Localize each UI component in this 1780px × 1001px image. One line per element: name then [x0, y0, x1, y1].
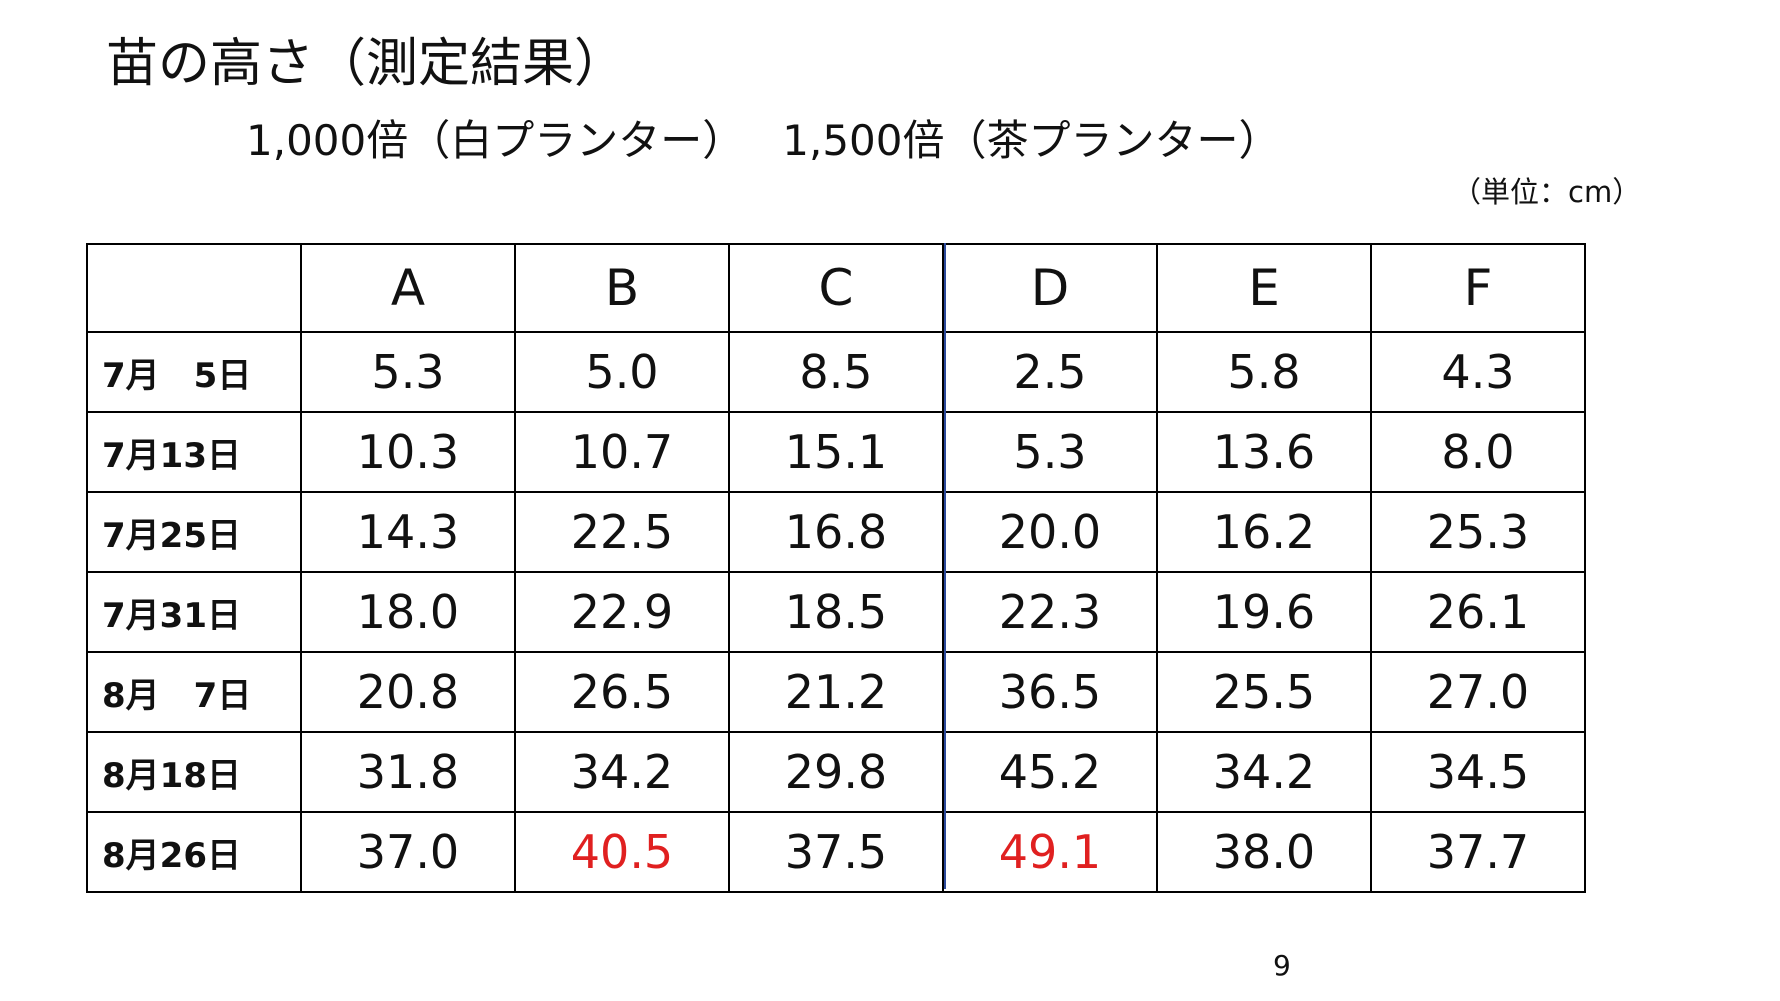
- height-value-cell: 18.5: [728, 571, 944, 653]
- height-value-cell: 49.1: [942, 811, 1158, 893]
- height-value-cell: 29.8: [728, 731, 944, 813]
- seedling-height-table: A B C D E F 7月 5日 5.3 5.0 8.5 2.5 5.8 4.3 7月13日…: [86, 243, 1586, 893]
- column-header-b: B: [514, 243, 730, 333]
- height-value-cell: 27.0: [1370, 651, 1586, 733]
- table-row: 7月 5日 5.3 5.0 8.5 2.5 5.8 4.3: [86, 331, 1586, 413]
- height-value-cell: 13.6: [1156, 411, 1372, 493]
- height-value-cell: 2.5: [942, 331, 1158, 413]
- height-value-cell: 16.8: [728, 491, 944, 573]
- table-row: 8月26日 37.0 40.5 37.5 49.1 38.0 37.7: [86, 811, 1586, 893]
- height-value-cell: 38.0: [1156, 811, 1372, 893]
- slide-title: 苗の高さ（測定結果）: [106, 34, 627, 94]
- height-value-cell: 26.1: [1370, 571, 1586, 653]
- height-value-cell: 10.7: [514, 411, 730, 493]
- height-value-cell: 4.3: [1370, 331, 1586, 413]
- height-value-cell: 5.3: [942, 411, 1158, 493]
- height-value-cell: 37.0: [300, 811, 516, 893]
- height-value-cell: 37.7: [1370, 811, 1586, 893]
- height-value-cell: 25.3: [1370, 491, 1586, 573]
- height-value-cell: 36.5: [942, 651, 1158, 733]
- height-value-cell: 40.5: [514, 811, 730, 893]
- height-value-cell: 8.0: [1370, 411, 1586, 493]
- height-value-cell: 19.6: [1156, 571, 1372, 653]
- table-row: 7月25日 14.3 22.5 16.8 20.0 16.2 25.3: [86, 491, 1586, 573]
- slide-subtitle: 1,000倍（白プランター） 1,500倍（茶プランター）: [246, 120, 1281, 162]
- subtitle-brown-planter: 1,500倍（茶プランター）: [782, 116, 1281, 165]
- column-header-f: F: [1370, 243, 1586, 333]
- row-date-label: 7月13日: [86, 411, 302, 493]
- height-value-cell: 45.2: [942, 731, 1158, 813]
- height-value-cell: 15.1: [728, 411, 944, 493]
- table-row: 7月13日 10.3 10.7 15.1 5.3 13.6 8.0: [86, 411, 1586, 493]
- height-value-cell: 5.0: [514, 331, 730, 413]
- row-date-label: 7月31日: [86, 571, 302, 653]
- table-row: 7月31日 18.0 22.9 18.5 22.3 19.6 26.1: [86, 571, 1586, 653]
- height-value-cell: 22.3: [942, 571, 1158, 653]
- row-date-label: 8月18日: [86, 731, 302, 813]
- group-divider-line: [944, 243, 946, 889]
- height-value-cell: 25.5: [1156, 651, 1372, 733]
- row-date-label: 8月26日: [86, 811, 302, 893]
- page-number: 9: [1273, 949, 1291, 982]
- height-value-cell: 20.0: [942, 491, 1158, 573]
- height-value-cell: 22.5: [514, 491, 730, 573]
- table-corner-cell: [86, 243, 302, 333]
- height-value-cell: 8.5: [728, 331, 944, 413]
- row-date-label: 7月 5日: [86, 331, 302, 413]
- row-date-label: 8月 7日: [86, 651, 302, 733]
- height-value-cell: 16.2: [1156, 491, 1372, 573]
- height-value-cell: 10.3: [300, 411, 516, 493]
- unit-label: （単位：cm）: [1452, 175, 1642, 209]
- table-body: 7月 5日 5.3 5.0 8.5 2.5 5.8 4.3 7月13日 10.3 10.7 15.1…: [86, 331, 1586, 893]
- height-value-cell: 5.3: [300, 331, 516, 413]
- column-header-e: E: [1156, 243, 1372, 333]
- table-row: 8月 7日 20.8 26.5 21.2 36.5 25.5 27.0: [86, 651, 1586, 733]
- column-header-c: C: [728, 243, 944, 333]
- height-value-cell: 34.2: [1156, 731, 1372, 813]
- height-value-cell: 20.8: [300, 651, 516, 733]
- height-value-cell: 22.9: [514, 571, 730, 653]
- subtitle-white-planter: 1,000倍（白プランター）: [246, 116, 745, 165]
- column-header-a: A: [300, 243, 516, 333]
- height-value-cell: 18.0: [300, 571, 516, 653]
- column-header-d: D: [942, 243, 1158, 333]
- height-value-cell: 34.2: [514, 731, 730, 813]
- height-value-cell: 26.5: [514, 651, 730, 733]
- height-value-cell: 14.3: [300, 491, 516, 573]
- height-value-cell: 31.8: [300, 731, 516, 813]
- height-value-cell: 37.5: [728, 811, 944, 893]
- row-date-label: 7月25日: [86, 491, 302, 573]
- table-row: 8月18日 31.8 34.2 29.8 45.2 34.2 34.5: [86, 731, 1586, 813]
- height-value-cell: 34.5: [1370, 731, 1586, 813]
- height-value-cell: 21.2: [728, 651, 944, 733]
- table-header-row: A B C D E F: [86, 243, 1586, 333]
- height-value-cell: 5.8: [1156, 331, 1372, 413]
